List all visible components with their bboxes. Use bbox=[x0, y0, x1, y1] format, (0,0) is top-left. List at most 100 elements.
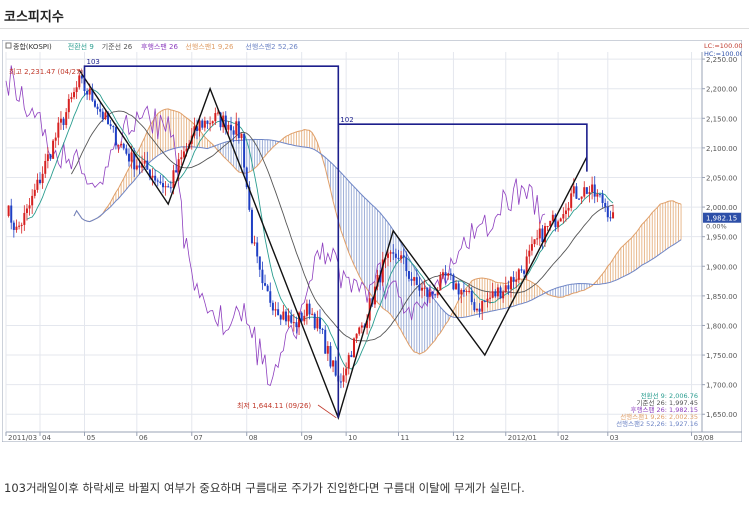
candle-body bbox=[146, 160, 149, 170]
candle-body bbox=[10, 205, 13, 223]
kospi-chart: 103 102 2,250.00 2,200.00 2,150.00 2,100.00 2… bbox=[1, 39, 744, 443]
candle-body bbox=[376, 275, 379, 287]
candle-body bbox=[536, 238, 539, 240]
candle-body bbox=[125, 148, 128, 154]
candle-body bbox=[185, 148, 188, 152]
y-tick-label: 1,900.00 bbox=[706, 263, 737, 271]
candle-body bbox=[39, 179, 42, 184]
candle-body bbox=[418, 284, 421, 291]
x-tick-label: 11 bbox=[400, 434, 409, 442]
candle-body bbox=[546, 226, 549, 228]
candle-body bbox=[321, 328, 324, 330]
y-tick-label: 2,000.00 bbox=[706, 204, 737, 212]
candle-body bbox=[25, 208, 28, 213]
candle-body bbox=[261, 269, 264, 284]
candle-body bbox=[397, 257, 400, 259]
candle-body bbox=[580, 196, 583, 199]
candle-body bbox=[235, 121, 238, 135]
candle-body bbox=[609, 217, 612, 219]
high-price-label: 최고 2,231.47 (04/27) bbox=[9, 67, 83, 76]
candle-body bbox=[245, 167, 248, 188]
page-title: 코스피지수 bbox=[4, 10, 64, 25]
candle-body bbox=[7, 205, 10, 216]
candle-body bbox=[201, 120, 204, 128]
chikou-span-line bbox=[5, 65, 546, 387]
legend-item: 종합(KOSPI) bbox=[13, 42, 52, 51]
candle-body bbox=[593, 184, 596, 197]
candle-body bbox=[269, 291, 272, 303]
candle-body bbox=[172, 170, 175, 189]
legend: 종합(KOSPI) 전환선 9 기준선 26 후행스팬 26 선행스팬1 9,26 선행스… bbox=[5, 42, 744, 58]
candle-body bbox=[570, 193, 573, 208]
candle-body bbox=[350, 355, 353, 358]
candle-body bbox=[407, 271, 410, 279]
y-tick-label: 1,650.00 bbox=[706, 411, 737, 419]
candle-body bbox=[209, 123, 212, 125]
candle-body bbox=[392, 252, 395, 254]
candle-body bbox=[360, 325, 363, 328]
candle-body bbox=[525, 256, 528, 274]
candle-body bbox=[538, 228, 541, 239]
candle-body bbox=[604, 202, 607, 207]
x-tick-label: 04 bbox=[42, 434, 51, 442]
candle-body bbox=[486, 298, 489, 302]
count-bracket bbox=[83, 65, 340, 418]
x-tick-label: 03 bbox=[610, 434, 619, 442]
senkou-span1-line bbox=[73, 108, 682, 355]
candle-body bbox=[290, 315, 293, 323]
kijun-line bbox=[71, 110, 614, 342]
low-arrow bbox=[317, 404, 337, 419]
candle-body bbox=[57, 122, 60, 138]
legend-item: 기준선 26 bbox=[102, 42, 133, 51]
candle-body bbox=[96, 106, 99, 110]
candle-body bbox=[520, 269, 523, 271]
candle-body bbox=[88, 88, 91, 95]
candle-body bbox=[447, 273, 450, 276]
candle-body bbox=[355, 333, 358, 339]
candle-body bbox=[287, 315, 290, 322]
candle-body bbox=[36, 179, 39, 190]
current-price-box bbox=[703, 212, 741, 223]
candle-body bbox=[196, 126, 199, 131]
candle-body bbox=[305, 303, 308, 316]
candle-body bbox=[159, 181, 162, 184]
candle-body bbox=[585, 187, 588, 194]
candle-body bbox=[211, 121, 214, 124]
candle-body bbox=[387, 253, 390, 258]
candle-body bbox=[243, 133, 246, 168]
candle-body bbox=[423, 287, 426, 289]
y-tick-label: 1,950.00 bbox=[706, 234, 737, 242]
candle-body bbox=[216, 112, 219, 114]
candle-body bbox=[59, 118, 62, 123]
candle-body bbox=[523, 270, 526, 274]
trend-zigzag-line bbox=[78, 69, 588, 420]
x-tick-label: 10 bbox=[348, 434, 357, 442]
candle-body bbox=[494, 291, 497, 297]
legend-item: 선행스팬1 9,26 bbox=[185, 42, 234, 51]
candle-body bbox=[465, 291, 468, 293]
candle-body bbox=[292, 322, 295, 324]
candle-body bbox=[410, 278, 413, 281]
candle-body bbox=[120, 143, 123, 146]
candle-body bbox=[230, 124, 233, 131]
candle-body bbox=[559, 218, 562, 222]
candle-body bbox=[143, 160, 146, 164]
candle-body bbox=[473, 302, 476, 311]
candle-body bbox=[455, 283, 458, 290]
candle-body bbox=[601, 194, 604, 203]
candle-body bbox=[300, 312, 303, 322]
candle-body bbox=[298, 312, 301, 328]
y-tick-label: 1,800.00 bbox=[706, 322, 737, 330]
y-tick-label: 2,250.00 bbox=[706, 56, 737, 64]
candle-body bbox=[67, 98, 70, 113]
x-tick-label: 07 bbox=[194, 434, 203, 442]
candle-body bbox=[109, 124, 112, 127]
legend-item: 후행스팬 26 bbox=[141, 42, 178, 51]
candle-body bbox=[551, 214, 554, 221]
candle-body bbox=[112, 126, 115, 128]
candle-body bbox=[318, 318, 321, 329]
candle-body bbox=[93, 100, 96, 107]
candle-body bbox=[122, 143, 125, 149]
candle-body bbox=[167, 186, 170, 188]
candle-body bbox=[612, 212, 615, 219]
